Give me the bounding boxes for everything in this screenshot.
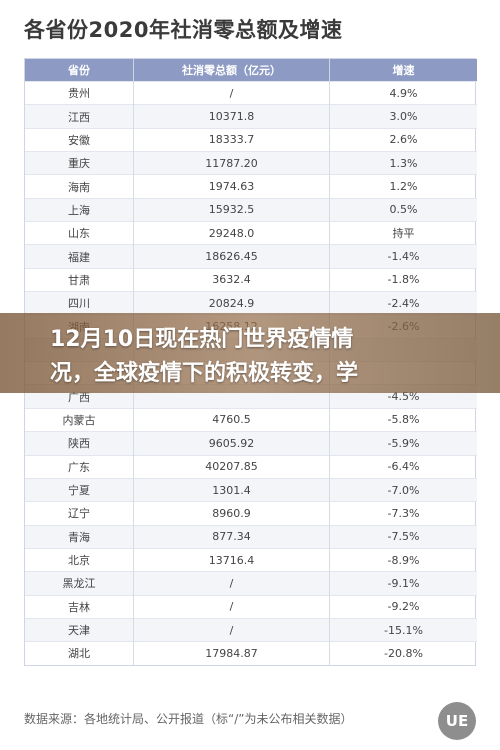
cell-growth: -5.9% bbox=[329, 431, 477, 455]
table-row: 湖北 17984.87 -20.8% bbox=[25, 641, 477, 665]
cell-retail-total: 15932.5 bbox=[133, 197, 330, 222]
cell-province: 黑龙江 bbox=[25, 571, 134, 596]
table-row: 福建 18626.45 -1.4% bbox=[25, 244, 477, 269]
cell-growth: 3.0% bbox=[329, 104, 477, 129]
cell-province: 海南 bbox=[25, 174, 134, 199]
cell-retail-total: / bbox=[133, 571, 330, 596]
cell-retail-total: 3632.4 bbox=[133, 267, 330, 292]
watermark-logo: UE bbox=[438, 702, 476, 740]
cell-retail-total: 20824.9 bbox=[133, 291, 330, 315]
table-row: 山东 29248.0 持平 bbox=[25, 221, 477, 245]
cell-growth: 0.5% bbox=[329, 197, 477, 222]
table-row: 内蒙古 4760.5 -5.8% bbox=[25, 407, 477, 432]
page-title: 各省份2020年社消零总额及增速 bbox=[24, 18, 343, 42]
cell-province: 甘肃 bbox=[25, 267, 134, 292]
cell-province: 天津 bbox=[25, 617, 134, 642]
cell-retail-total: 10371.8 bbox=[133, 104, 330, 129]
data-source-note: 数据来源：各地统计局、公开报道（标“/”为未公布相关数据） bbox=[24, 712, 353, 726]
table-row: 海南 1974.63 1.2% bbox=[25, 174, 477, 199]
cell-province: 湖北 bbox=[25, 641, 134, 665]
cell-province: 江西 bbox=[25, 104, 134, 129]
cell-retail-total: 18333.7 bbox=[133, 127, 330, 152]
table-row: 重庆 11787.20 1.3% bbox=[25, 151, 477, 175]
article-title-banner[interactable]: 12月10日现在热门世界疫情情 况，全球疫情下的积极转变，学 bbox=[0, 313, 500, 393]
header-growth: 增速 bbox=[329, 59, 477, 82]
header-retail-total: 社消零总额（亿元） bbox=[133, 59, 330, 82]
table-row: 辽宁 8960.9 -7.3% bbox=[25, 501, 477, 526]
table-row: 贵州/4.9% bbox=[25, 80, 477, 105]
table-row: 安徽 18333.7 2.6% bbox=[25, 127, 477, 152]
cell-retail-total: 13716.4 bbox=[133, 547, 330, 572]
banner-title-line2: 况，全球疫情下的积极转变，学 bbox=[50, 361, 359, 386]
cell-growth: -6.4% bbox=[329, 454, 477, 479]
cell-growth: -7.5% bbox=[329, 524, 477, 549]
cell-retail-total: 9605.92 bbox=[133, 431, 330, 455]
cell-province: 四川 bbox=[25, 291, 134, 315]
cell-retail-total: / bbox=[133, 80, 330, 105]
cell-province: 陕西 bbox=[25, 431, 134, 455]
cell-province: 吉林 bbox=[25, 594, 134, 619]
cell-growth: 2.6% bbox=[329, 127, 477, 152]
cell-retail-total: 8960.9 bbox=[133, 501, 330, 526]
cell-growth: 1.2% bbox=[329, 174, 477, 199]
cell-province: 广东 bbox=[25, 454, 134, 479]
cell-province: 贵州 bbox=[25, 80, 134, 105]
cell-growth: 持平 bbox=[329, 221, 477, 245]
cell-retail-total: 18626.45 bbox=[133, 244, 330, 269]
table-row: 青海 877.34 -7.5% bbox=[25, 524, 477, 549]
cell-province: 辽宁 bbox=[25, 501, 134, 526]
header-province: 省份 bbox=[25, 59, 134, 82]
banner-title-line1: 12月10日现在热门世界疫情情 bbox=[50, 327, 354, 352]
table-row: 吉林 / -9.2% bbox=[25, 594, 477, 619]
table-row: 天津 / -15.1% bbox=[25, 617, 477, 642]
cell-growth: -7.0% bbox=[329, 477, 477, 502]
cell-retail-total: 877.34 bbox=[133, 524, 330, 549]
cell-growth: -5.8% bbox=[329, 407, 477, 432]
cell-retail-total: 17984.87 bbox=[133, 641, 330, 665]
table-row: 北京 13716.4 -8.9% bbox=[25, 547, 477, 572]
cell-retail-total: 4760.5 bbox=[133, 407, 330, 432]
table-row: 上海 15932.5 0.5% bbox=[25, 197, 477, 222]
cell-retail-total: 40207.85 bbox=[133, 454, 330, 479]
cell-retail-total: / bbox=[133, 594, 330, 619]
cell-retail-total: 29248.0 bbox=[133, 221, 330, 245]
cell-retail-total: 1301.4 bbox=[133, 477, 330, 502]
table-row: 江西 10371.8 3.0% bbox=[25, 104, 477, 129]
cell-growth: 4.9% bbox=[329, 80, 477, 105]
cell-growth: -1.4% bbox=[329, 244, 477, 269]
cell-growth: -9.2% bbox=[329, 594, 477, 619]
cell-province: 青海 bbox=[25, 524, 134, 549]
cell-retail-total: 1974.63 bbox=[133, 174, 330, 199]
table-row: 宁夏 1301.4 -7.0% bbox=[25, 477, 477, 502]
cell-growth: -1.8% bbox=[329, 267, 477, 292]
cell-province: 上海 bbox=[25, 197, 134, 222]
cell-growth: 1.3% bbox=[329, 151, 477, 175]
cell-growth: -2.4% bbox=[329, 291, 477, 315]
cell-retail-total: 11787.20 bbox=[133, 151, 330, 175]
cell-province: 福建 bbox=[25, 244, 134, 269]
cell-growth: -7.3% bbox=[329, 501, 477, 526]
cell-growth: -15.1% bbox=[329, 617, 477, 642]
table-row: 甘肃 3632.4 -1.8% bbox=[25, 267, 477, 292]
table-row: 广东 40207.85 -6.4% bbox=[25, 454, 477, 479]
table-row: 四川 20824.9 -2.4% bbox=[25, 291, 477, 315]
cell-growth: -20.8% bbox=[329, 641, 477, 665]
cell-province: 安徽 bbox=[25, 127, 134, 152]
cell-growth: -9.1% bbox=[329, 571, 477, 596]
cell-province: 宁夏 bbox=[25, 477, 134, 502]
cell-province: 内蒙古 bbox=[25, 407, 134, 432]
table-row: 陕西 9605.92 -5.9% bbox=[25, 431, 477, 455]
cell-retail-total: / bbox=[133, 617, 330, 642]
cell-growth: -8.9% bbox=[329, 547, 477, 572]
table-row: 黑龙江 / -9.1% bbox=[25, 571, 477, 596]
cell-province: 重庆 bbox=[25, 151, 134, 175]
table-header-row: 省份 社消零总额（亿元） 增速 bbox=[25, 59, 477, 82]
cell-province: 北京 bbox=[25, 547, 134, 572]
cell-province: 山东 bbox=[25, 221, 134, 245]
